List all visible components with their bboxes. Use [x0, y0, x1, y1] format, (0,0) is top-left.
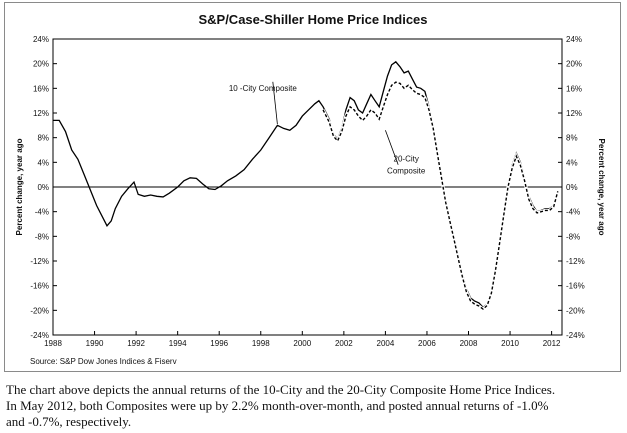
- x-tick-label: 1996: [210, 339, 228, 348]
- y-tick-label-left: 24%: [33, 35, 49, 44]
- y-tick-label-right: 12%: [566, 109, 582, 118]
- y-axis-label-right: Percent change, year ago: [597, 139, 606, 236]
- y-tick-label-right: -20%: [566, 306, 585, 315]
- y-tick-label-right: -8%: [566, 232, 580, 241]
- x-tick-label: 1992: [127, 339, 145, 348]
- y-tick-label-left: 4%: [37, 158, 49, 167]
- y-tick-label-right: 4%: [566, 158, 578, 167]
- caption-line: and -0.7%, respectively.: [6, 414, 132, 429]
- y-tick-label-left: -20%: [30, 306, 49, 315]
- source-note: Source: S&P Dow Jones Indices & Fiserv: [30, 357, 177, 366]
- y-tick-label-right: 0%: [566, 183, 578, 192]
- caption-line: In May 2012, both Composites were up by …: [6, 398, 549, 413]
- y-tick-label-left: 16%: [33, 84, 49, 93]
- x-tick-label: 2008: [460, 339, 478, 348]
- annotation-label: 10 -City Composite: [229, 84, 298, 93]
- x-tick-label: 2004: [377, 339, 395, 348]
- y-tick-label-right: -4%: [566, 208, 580, 217]
- x-tick-label: 2000: [293, 339, 311, 348]
- y-tick-label-left: 0%: [37, 183, 49, 192]
- chart-frame: S&P/Case-Shiller Home Price Indices Perc…: [4, 2, 621, 372]
- annotation-label: Composite: [387, 166, 426, 175]
- annotation-pointer: [272, 81, 278, 125]
- y-tick-label-left: -24%: [30, 331, 49, 340]
- series-line-10-city: [53, 60, 559, 309]
- y-tick-label-left: -8%: [35, 232, 49, 241]
- y-tick-label-right: 16%: [566, 84, 582, 93]
- series-line-20-city: [322, 81, 559, 311]
- y-tick-label-left: -12%: [30, 257, 49, 266]
- x-tick-label: 2012: [543, 339, 561, 348]
- x-tick-label: 2006: [418, 339, 436, 348]
- y-tick-label-right: -24%: [566, 331, 585, 340]
- chart-title: S&P/Case-Shiller Home Price Indices: [198, 12, 427, 27]
- y-tick-label-left: -4%: [35, 208, 49, 217]
- x-tick-label: 2010: [501, 339, 519, 348]
- y-tick-label-left: 8%: [37, 134, 49, 143]
- y-tick-label-right: 20%: [566, 60, 582, 69]
- annotation-label: 20-City: [394, 155, 419, 164]
- x-tick-label: 1998: [252, 339, 270, 348]
- x-tick-label: 1994: [169, 339, 187, 348]
- y-axis-label-left: Percent change, year ago: [15, 138, 24, 235]
- y-tick-label-right: 8%: [566, 134, 578, 143]
- y-tick-label-right: -12%: [566, 257, 585, 266]
- y-tick-label-right: 24%: [566, 35, 582, 44]
- y-tick-label-right: -16%: [566, 282, 585, 291]
- x-tick-label: 1990: [86, 339, 104, 348]
- chart-caption: The chart above depicts the annual retur…: [6, 382, 618, 430]
- annotation-pointer: [385, 130, 399, 165]
- line-chart: S&P/Case-Shiller Home Price Indices Perc…: [15, 12, 606, 366]
- y-tick-label-left: 20%: [33, 60, 49, 69]
- x-tick-label: 2002: [335, 339, 353, 348]
- x-tick-label: 1988: [44, 339, 62, 348]
- series-line-20-city-halo: [321, 80, 560, 312]
- caption-line: The chart above depicts the annual retur…: [6, 382, 556, 397]
- y-tick-label-left: 12%: [33, 109, 49, 118]
- y-tick-label-left: -16%: [30, 282, 49, 291]
